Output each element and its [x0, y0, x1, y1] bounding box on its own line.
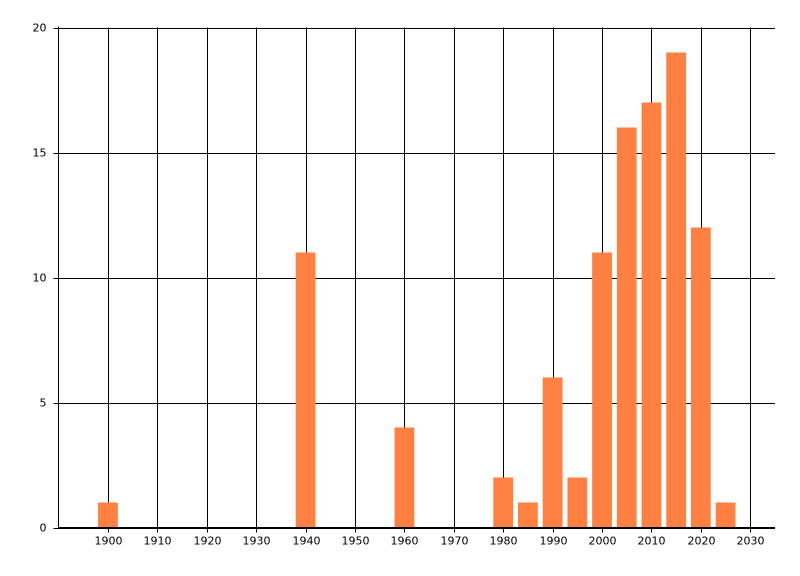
x-tick-label: 1920 [194, 535, 222, 548]
bar [394, 427, 415, 528]
x-tick-label: 2020 [688, 535, 716, 548]
x-tick-label: 2010 [638, 535, 666, 548]
x-tick-label: 2000 [589, 535, 617, 548]
bar [493, 477, 514, 528]
x-tick-label: 1960 [391, 535, 419, 548]
y-tick-label: 5 [40, 397, 47, 410]
bar [666, 52, 687, 528]
x-tick-label: 1950 [342, 535, 370, 548]
bar [295, 252, 316, 528]
bar [641, 102, 662, 528]
x-tick-label: 1930 [243, 535, 271, 548]
bar [98, 502, 118, 528]
bar [592, 252, 612, 528]
x-tick-label: 1990 [540, 535, 568, 548]
bar [715, 502, 736, 528]
x-tick-label: 2030 [737, 535, 765, 548]
bar [616, 127, 637, 528]
bar [518, 502, 538, 528]
x-tick-label: 1940 [293, 535, 321, 548]
x-tick-label: 1970 [441, 535, 469, 548]
bar [542, 377, 563, 528]
y-tick-label: 15 [33, 147, 47, 160]
bar [567, 477, 588, 528]
bar [690, 227, 711, 528]
y-tick-label: 20 [33, 22, 47, 35]
y-tick-label: 0 [40, 522, 47, 535]
x-tick-label: 1900 [95, 535, 123, 548]
y-tick-label: 10 [33, 272, 47, 285]
x-tick-label: 1910 [144, 535, 172, 548]
x-tick-label: 1980 [490, 535, 518, 548]
